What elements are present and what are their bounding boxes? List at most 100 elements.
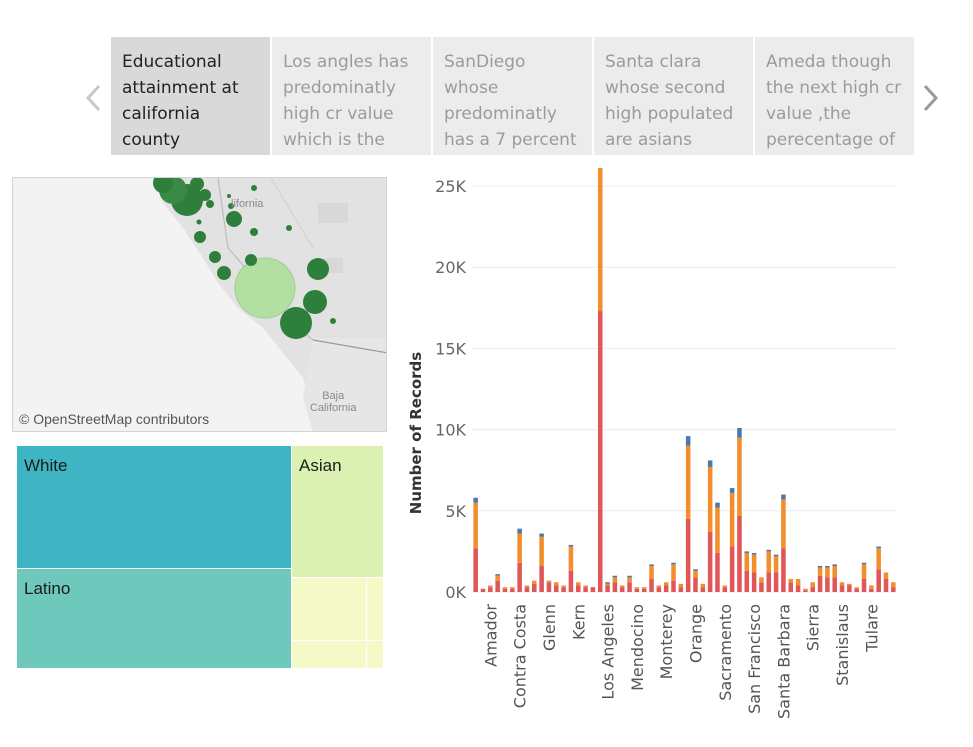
bar-segment[interactable] (766, 572, 772, 592)
treemap-tile-white[interactable]: White (16, 445, 292, 569)
bar-segment[interactable] (781, 494, 786, 500)
bar-segment[interactable] (634, 587, 640, 589)
bar-segment[interactable] (788, 579, 794, 583)
bar-segment[interactable] (532, 583, 537, 592)
bar-segment[interactable] (612, 582, 618, 592)
bar-segment[interactable] (861, 562, 867, 565)
bar-segment[interactable] (663, 585, 669, 593)
bar-segment[interactable] (517, 528, 522, 534)
california-map[interactable]: lifornia Baja California © OpenStreetMap… (12, 177, 387, 432)
bar-segment[interactable] (568, 544, 574, 547)
bar-segment[interactable] (883, 579, 889, 592)
bar-segment[interactable] (737, 437, 742, 516)
bar-segment[interactable] (715, 553, 720, 592)
bar-segment[interactable] (678, 583, 684, 588)
bar-segment[interactable] (832, 577, 837, 592)
bar-segment[interactable] (825, 566, 830, 568)
bar-segment[interactable] (700, 583, 706, 588)
bar-segment[interactable] (502, 588, 508, 592)
bar-segment[interactable] (707, 466, 713, 532)
bar-segment[interactable] (883, 572, 889, 580)
bar-segment[interactable] (707, 531, 713, 592)
bar-segment[interactable] (495, 580, 500, 592)
bar-segment[interactable] (795, 585, 801, 593)
bar-segment[interactable] (847, 585, 852, 593)
bar-segment[interactable] (575, 585, 581, 593)
bar-segment[interactable] (656, 585, 662, 588)
bar-segment[interactable] (597, 168, 603, 312)
bar-segment[interactable] (861, 564, 867, 580)
bar-segment[interactable] (869, 585, 874, 589)
bar-segment[interactable] (751, 572, 757, 592)
bar-segment[interactable] (832, 566, 837, 578)
bar-segment[interactable] (751, 554, 757, 573)
bar-segment[interactable] (773, 554, 779, 557)
bar-segment[interactable] (825, 567, 830, 578)
treemap-tile-asian[interactable]: Asian (291, 445, 384, 578)
bar-segment[interactable] (575, 582, 581, 586)
bar-segment[interactable] (795, 579, 801, 586)
story-point-4[interactable]: Santa clara whose second high populated … (594, 37, 753, 155)
bar-segment[interactable] (495, 574, 500, 576)
bar-segment[interactable] (627, 577, 632, 583)
bar-segment[interactable] (876, 546, 881, 549)
bar-segment[interactable] (773, 556, 779, 573)
bar-segment[interactable] (803, 588, 808, 591)
bar-segment[interactable] (891, 582, 896, 588)
bar-segment[interactable] (817, 575, 823, 592)
bar-segment[interactable] (583, 585, 588, 588)
bar-segment[interactable] (788, 582, 794, 592)
bar-segment[interactable] (488, 585, 493, 588)
bar-segment[interactable] (539, 566, 544, 592)
bar-segment[interactable] (847, 583, 852, 586)
bar-segment[interactable] (715, 507, 720, 554)
bar-segment[interactable] (495, 575, 500, 581)
bar-segment[interactable] (517, 562, 522, 592)
bar-segment[interactable] (729, 488, 735, 493)
bar-segment[interactable] (751, 553, 757, 555)
bar-segment[interactable] (891, 587, 896, 592)
bar-segment[interactable] (627, 575, 632, 578)
chart-bars[interactable] (473, 168, 896, 593)
bar-segment[interactable] (759, 577, 764, 583)
bar-segment[interactable] (854, 587, 859, 589)
bar-segment[interactable] (685, 518, 691, 592)
bar-segment[interactable] (510, 588, 515, 592)
bar-segment[interactable] (612, 577, 618, 583)
bar-segment[interactable] (685, 445, 691, 519)
bar-segment[interactable] (766, 551, 772, 573)
bar-segment[interactable] (561, 587, 566, 592)
bar-segment[interactable] (649, 579, 654, 592)
bar-segment[interactable] (781, 548, 786, 592)
bar-segment[interactable] (693, 570, 698, 578)
bar-segment[interactable] (722, 587, 728, 592)
bar-segment[interactable] (729, 492, 735, 547)
bar-segment[interactable] (744, 570, 750, 592)
bar-segment[interactable] (634, 588, 640, 592)
bar-segment[interactable] (861, 579, 867, 592)
bar-segment[interactable] (671, 564, 676, 581)
bar-segment[interactable] (737, 427, 742, 438)
bar-segment[interactable] (510, 587, 515, 589)
bar-segment[interactable] (641, 587, 647, 589)
treemap-tile-other[interactable] (291, 577, 367, 641)
story-point-5[interactable]: Ameda though the next high cr value ,the… (755, 37, 914, 155)
bar-segment[interactable] (817, 566, 823, 568)
bar-segment[interactable] (817, 567, 823, 576)
bar-segment[interactable] (803, 590, 808, 592)
bar-segment[interactable] (546, 582, 552, 592)
bar-segment[interactable] (546, 580, 552, 583)
treemap-tile-other[interactable] (291, 640, 367, 669)
story-point-1[interactable]: Educational attainment at california cou… (111, 37, 270, 155)
treemap-tile-other[interactable] (366, 577, 384, 641)
bar-segment[interactable] (539, 536, 544, 567)
bar-segment[interactable] (744, 553, 750, 571)
bar-segment[interactable] (854, 588, 859, 592)
bar-segment[interactable] (568, 546, 574, 571)
bar-segment[interactable] (678, 587, 684, 592)
bar-segment[interactable] (876, 569, 881, 592)
bar-segment[interactable] (532, 580, 537, 584)
bar-segment[interactable] (773, 572, 779, 592)
bar-segment[interactable] (839, 582, 845, 586)
bar-segment[interactable] (554, 585, 559, 593)
